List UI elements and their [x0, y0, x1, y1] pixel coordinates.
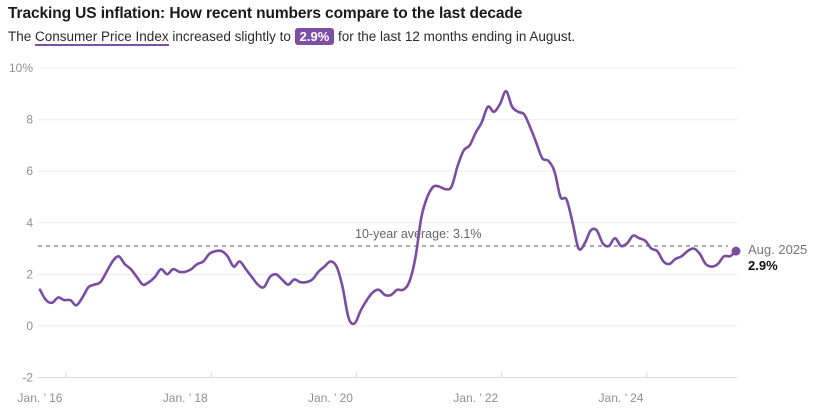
y-axis-tick-label: 10%: [9, 61, 33, 75]
subtitle-prefix: The: [8, 29, 36, 44]
x-axis-tick-label: Jan. ’ 16: [18, 391, 63, 405]
x-axis-tick-label: Jan. ’ 22: [453, 391, 498, 405]
y-axis-tick-label: 0: [26, 319, 33, 333]
x-axis-tick-label: Jan. ’ 20: [308, 391, 353, 405]
x-axis-tick-label: Jan. ’ 24: [599, 391, 644, 405]
subtitle-mid: increased slightly to: [168, 29, 295, 44]
chart-title: Tracking US inflation: How recent number…: [8, 5, 523, 22]
x-axis-tick-label: Jan. ’ 18: [163, 391, 208, 405]
y-axis-tick-label: 6: [26, 164, 33, 178]
consumer-price-index-link[interactable]: Consumer Price Index: [35, 29, 169, 46]
chart-subtitle: The Consumer Price Index increased sligh…: [8, 27, 798, 46]
y-axis-tick-label: 2: [26, 267, 33, 281]
end-annotation-date: Aug. 2025: [748, 242, 807, 257]
series-end-dot: [731, 246, 741, 256]
subtitle-suffix: for the last 12 months ending in August.: [334, 29, 576, 44]
y-axis-tick-label: -2: [22, 371, 33, 385]
cpi-line-series: [38, 89, 738, 326]
y-axis-tick-label: 8: [26, 113, 33, 127]
cpi-value-badge: 2.9%: [294, 28, 335, 45]
chart-header: Tracking US inflation: How recent number…: [8, 4, 798, 46]
end-annotation-value: 2.9%: [748, 258, 778, 273]
y-axis-tick-label: 4: [26, 216, 33, 230]
